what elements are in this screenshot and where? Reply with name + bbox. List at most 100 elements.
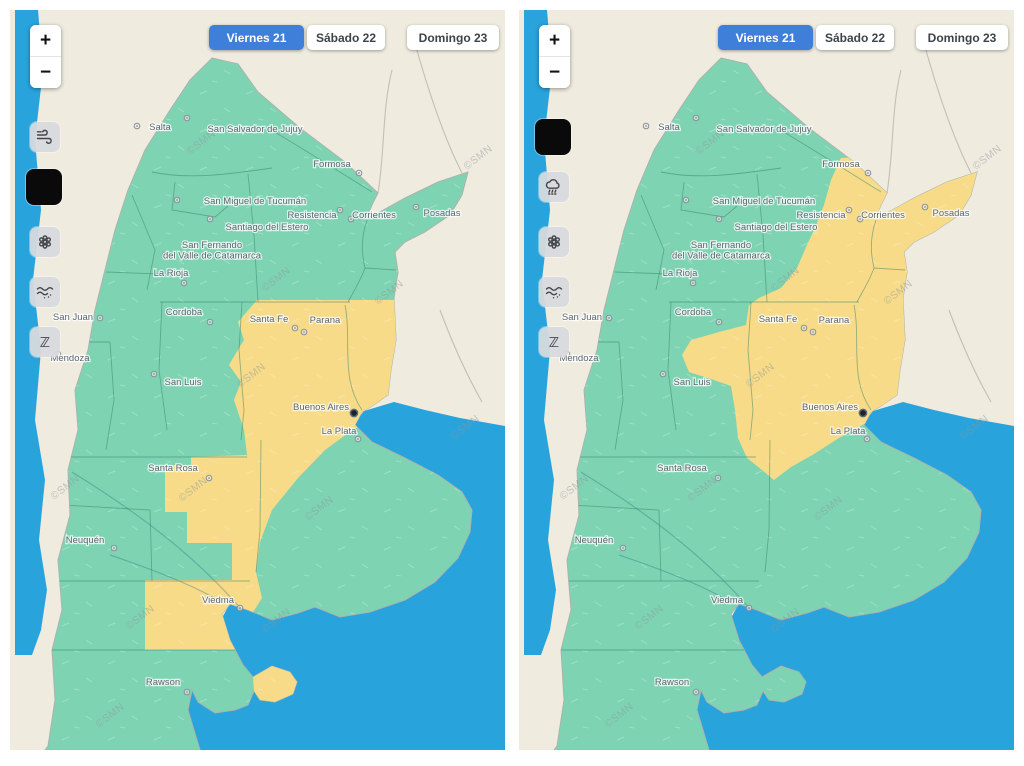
city-marker: [300, 328, 308, 336]
province-border: [344, 304, 363, 411]
city-marker: [96, 314, 104, 322]
city-label: Formosa: [313, 159, 351, 170]
zoom-in-button[interactable]: +: [30, 25, 61, 56]
tab-sabado-22[interactable]: Sábado 22: [816, 25, 894, 50]
province-border: [105, 341, 115, 451]
snow-icon: [38, 235, 52, 249]
river: [109, 554, 225, 605]
city-label: Corrientes: [352, 210, 396, 221]
city-marker: [605, 314, 613, 322]
city-label: San Miguel de Tucumán: [204, 196, 306, 207]
alert-tool-polvo[interactable]: [30, 277, 60, 307]
city-marker: [714, 474, 722, 482]
dust-icon: [36, 287, 54, 299]
alert-tool-zonda[interactable]: ℤ: [30, 327, 60, 357]
city-label: Santa Rosa: [657, 463, 707, 474]
foreign-border: [377, 69, 393, 194]
zoom-out-button[interactable]: −: [539, 57, 570, 88]
alert-tool-nieve[interactable]: [30, 227, 60, 257]
city-marker: [800, 324, 808, 332]
city-label: Santiago del Estero: [735, 222, 818, 233]
province-border: [614, 271, 670, 275]
zoom-control: + −: [539, 25, 570, 88]
foreign-border: [948, 309, 992, 403]
province-border: [776, 127, 882, 193]
city-marker: [150, 370, 158, 378]
province-border: [61, 504, 153, 582]
province-border: [747, 301, 754, 441]
province-border: [756, 173, 768, 303]
province-border: [853, 304, 872, 411]
province-border: [764, 439, 771, 573]
city-marker: [180, 279, 188, 287]
city-marker: [809, 328, 817, 336]
province-border: [238, 301, 245, 441]
tab-viernes-21[interactable]: Viernes 21: [718, 25, 813, 50]
day-tabs: Viernes 21 Sábado 22 Domingo 23: [519, 25, 1014, 50]
city-marker: [845, 206, 853, 214]
city-marker: [692, 114, 700, 122]
zonda-icon: ℤ: [549, 335, 559, 351]
city-marker: [110, 544, 118, 552]
city-marker: [206, 318, 214, 326]
capital-city-marker: [858, 408, 868, 418]
capital-city-marker: [349, 408, 359, 418]
tab-sabado-22[interactable]: Sábado 22: [307, 25, 385, 50]
city-marker: [682, 196, 690, 204]
map-canvas[interactable]: ©SMN©SMN©SMN©SMN ©SMN©SMN ©SMN©SMN©SMN©SMN…: [519, 10, 1014, 750]
city-label: Cordoba: [166, 307, 203, 318]
province-border: [640, 194, 665, 291]
city-label: Viedma: [202, 595, 235, 606]
city-label: Mendoza: [50, 353, 90, 364]
alert-tool-viento[interactable]: [535, 119, 571, 155]
alert-tool-lluvia[interactable]: [539, 172, 569, 202]
alert-tool-lluvia[interactable]: [26, 169, 62, 205]
province-border: [267, 127, 373, 193]
province-border: [105, 271, 161, 275]
city-label: Formosa: [822, 159, 860, 170]
city-label: Rawson: [146, 677, 180, 688]
city-marker: [856, 215, 864, 223]
snow-icon: [547, 235, 561, 249]
zoom-out-button[interactable]: −: [30, 57, 61, 88]
city-label: Santa Rosa: [148, 463, 198, 474]
map-canvas[interactable]: ©SMN©SMN©SMN©SMN ©SMN©SMN ©SMN©SMN©SMN©SMN…: [10, 10, 505, 750]
province-border: [255, 439, 262, 573]
city-label: Neuquén: [66, 535, 105, 546]
province-border: [247, 173, 259, 303]
city-marker: [692, 688, 700, 696]
city-marker: [412, 203, 420, 211]
city-label: San Luis: [165, 377, 202, 388]
city-marker: [291, 324, 299, 332]
city-marker: [642, 122, 650, 130]
zoom-in-button[interactable]: +: [539, 25, 570, 56]
alert-tool-nieve[interactable]: [539, 227, 569, 257]
alert-tool-polvo[interactable]: [539, 277, 569, 307]
tab-domingo-23[interactable]: Domingo 23: [407, 25, 499, 50]
city-label: San Fernando del Valle de Catamarca: [163, 240, 262, 262]
alert-tool-zonda[interactable]: ℤ: [539, 327, 569, 357]
city-label: San Luis: [674, 377, 711, 388]
city-label: San Salvador de Jujuy: [207, 124, 302, 135]
city-marker: [715, 215, 723, 223]
city-label: San Salvador de Jujuy: [716, 124, 811, 135]
city-label: La Plata: [831, 426, 867, 437]
alert-tool-viento[interactable]: [30, 122, 60, 152]
city-label: Mendoza: [559, 353, 599, 364]
tab-domingo-23[interactable]: Domingo 23: [916, 25, 1008, 50]
province-border: [873, 267, 906, 271]
city-label: La Rioja: [154, 268, 190, 279]
wind-icon: [36, 129, 52, 144]
province-border: [131, 194, 156, 291]
province-border: [660, 167, 782, 177]
dust-icon: [545, 287, 563, 299]
city-marker: [236, 604, 244, 612]
map-panel-rain-alerts: ©SMN ©SMN ©SMN ©SMN ©SMN ©SMN ©SMN ©SMN ©SMN ©SMN…: [10, 10, 505, 750]
city-marker: [183, 688, 191, 696]
city-label: Buenos Aires: [802, 402, 858, 413]
zonda-icon: ℤ: [40, 335, 50, 351]
foreign-border: [439, 309, 483, 403]
tab-viernes-21[interactable]: Viernes 21: [209, 25, 304, 50]
city-label: Neuquén: [575, 535, 614, 546]
province-border: [364, 267, 397, 271]
